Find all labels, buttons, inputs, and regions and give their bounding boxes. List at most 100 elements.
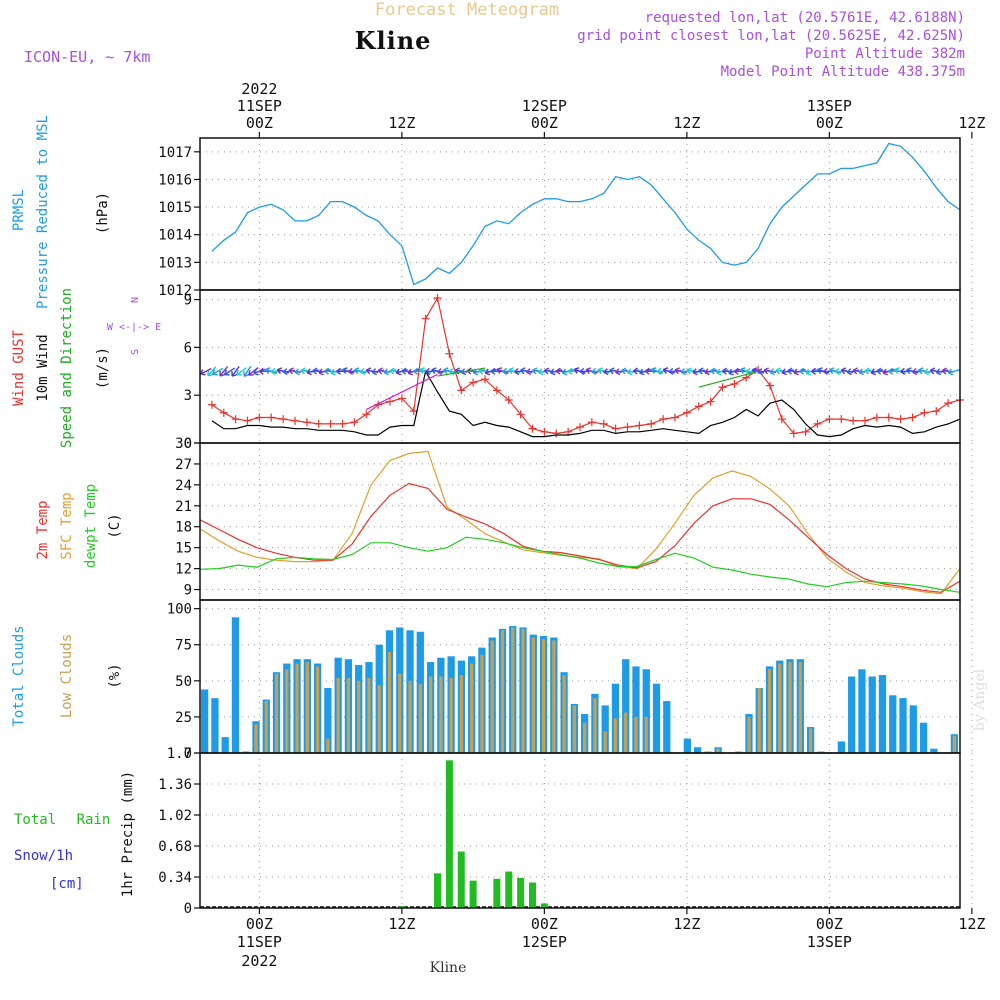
total-cloud-bar bbox=[909, 705, 917, 753]
time-tick-label-top: 12Z bbox=[958, 114, 985, 132]
gust-point bbox=[338, 419, 347, 428]
gust-point bbox=[350, 418, 359, 427]
date-label-bottom: 13SEP bbox=[807, 933, 852, 951]
total-cloud-bar bbox=[652, 683, 661, 753]
wind-speed-line bbox=[211, 369, 960, 438]
rain-bar bbox=[398, 906, 406, 908]
year-label-bottom: 2022 bbox=[241, 952, 277, 970]
low-cloud-bar bbox=[716, 748, 720, 753]
low-cloud-bar bbox=[952, 735, 956, 753]
gust-point bbox=[884, 413, 893, 422]
total-cloud-bar bbox=[632, 666, 640, 753]
location-title: Kline bbox=[355, 26, 432, 55]
compass-south: S bbox=[130, 349, 141, 355]
wind-tick-label: 9 bbox=[184, 293, 192, 309]
gust-point bbox=[718, 383, 727, 392]
total-cloud-bar bbox=[889, 695, 897, 753]
gust-point bbox=[362, 410, 371, 419]
gust-point bbox=[540, 427, 549, 436]
pressure-msl-label: Pressure Reduced to MSL bbox=[35, 115, 51, 309]
gust-point bbox=[849, 416, 858, 425]
total-cloud-bar bbox=[899, 698, 907, 753]
precip-tick-label: 0.34 bbox=[158, 870, 192, 886]
pressure-unit-label: (hPa) bbox=[95, 192, 111, 234]
precip-unit-label: 1hr Precip (mm) bbox=[120, 771, 136, 897]
time-tick-label-top: 00Z bbox=[246, 114, 273, 132]
model-label: ICON-EU, ~ 7km bbox=[24, 48, 150, 66]
low-cloud-bar bbox=[285, 669, 289, 753]
low-cloud-bar bbox=[572, 705, 576, 753]
low-cloud-bar bbox=[295, 663, 299, 753]
precip-tick-label: 0.68 bbox=[158, 839, 192, 855]
wind-unit-label: (m/s) bbox=[95, 347, 111, 389]
gust-point bbox=[386, 397, 394, 406]
low-cloud-bar bbox=[357, 680, 361, 753]
rain-bar bbox=[434, 873, 441, 908]
total-cloud-bar bbox=[221, 737, 229, 753]
time-tick-label-bottom: 00Z bbox=[531, 915, 558, 933]
time-tick-label-top: 12Z bbox=[388, 114, 415, 132]
low-cloud-bar bbox=[398, 673, 402, 753]
rain-bar bbox=[529, 882, 536, 908]
low-cloud-bar bbox=[470, 663, 474, 753]
low-cloud-bar bbox=[490, 640, 494, 753]
rain-bar bbox=[457, 851, 465, 908]
dewpt-temp-line bbox=[200, 536, 960, 593]
low-cloud-bar bbox=[418, 683, 422, 753]
gust-point bbox=[302, 418, 311, 427]
gust-point bbox=[291, 416, 299, 425]
chart-subtitle: Forecast Meteogram bbox=[375, 0, 559, 20]
rain-bar bbox=[469, 880, 477, 908]
footer-location: Kline bbox=[430, 960, 467, 976]
gust-point bbox=[706, 397, 715, 406]
panel-frame bbox=[199, 137, 961, 291]
low-cloud-bar bbox=[541, 638, 546, 753]
low-cloud-bar bbox=[254, 724, 258, 753]
time-tick-label-bottom: 00Z bbox=[246, 915, 273, 933]
cloud-axis-titles: Total Clouds Low Clouds (%) bbox=[11, 625, 123, 726]
wind-direction-arrow bbox=[207, 366, 217, 377]
low-cloud-bar bbox=[346, 677, 351, 753]
panel-frame bbox=[199, 752, 961, 909]
gust-point bbox=[682, 408, 691, 417]
watermark: by Angel bbox=[972, 668, 988, 731]
low-cloud-bar bbox=[305, 662, 309, 753]
gust-line bbox=[211, 296, 960, 435]
precip-tick-label: 1.02 bbox=[158, 808, 192, 824]
pressure-tick-label: 1017 bbox=[158, 145, 192, 161]
gust-point bbox=[813, 419, 822, 428]
gust-point bbox=[207, 400, 216, 409]
pressure-line bbox=[211, 142, 960, 286]
time-tick-label-top: 00Z bbox=[531, 114, 558, 132]
temp-sfc-label: SFC Temp bbox=[59, 492, 75, 559]
gust-point bbox=[445, 349, 454, 358]
gust-point bbox=[908, 413, 917, 422]
gust-point bbox=[492, 386, 501, 395]
rain-bar bbox=[493, 878, 501, 908]
low-cloud-bar bbox=[552, 640, 556, 753]
low-cloud-bar bbox=[500, 630, 505, 753]
low-cloud-bar bbox=[757, 688, 761, 753]
total-cloud-bar bbox=[231, 617, 240, 753]
wind-direction-arrow bbox=[211, 367, 224, 376]
date-label-top: 11SEP bbox=[237, 97, 282, 115]
point-altitude: Point Altitude 382m bbox=[805, 46, 965, 62]
gridpoint-coords: grid point closest lon,lat (20.5625E, 42… bbox=[577, 28, 965, 44]
rain-bar bbox=[445, 760, 453, 908]
clouds-tick-label: 25 bbox=[175, 710, 192, 726]
total-cloud-bar bbox=[693, 747, 702, 753]
gust-point bbox=[397, 394, 406, 403]
panel-frame bbox=[199, 442, 961, 601]
low-cloud-bar bbox=[613, 718, 618, 753]
low-cloud-bar bbox=[603, 731, 607, 753]
direction-segment bbox=[437, 367, 486, 377]
low-cloud-bar bbox=[562, 675, 566, 753]
gust-point bbox=[267, 413, 276, 422]
wind-10m-label: 10m Wind bbox=[35, 334, 51, 401]
gust-point bbox=[516, 410, 525, 419]
low-cloud-bar bbox=[336, 677, 340, 753]
gust-point bbox=[599, 419, 608, 428]
gust-point bbox=[587, 418, 596, 427]
total-cloud-bar bbox=[868, 676, 876, 753]
clouds-unit-label: (%) bbox=[107, 663, 123, 688]
